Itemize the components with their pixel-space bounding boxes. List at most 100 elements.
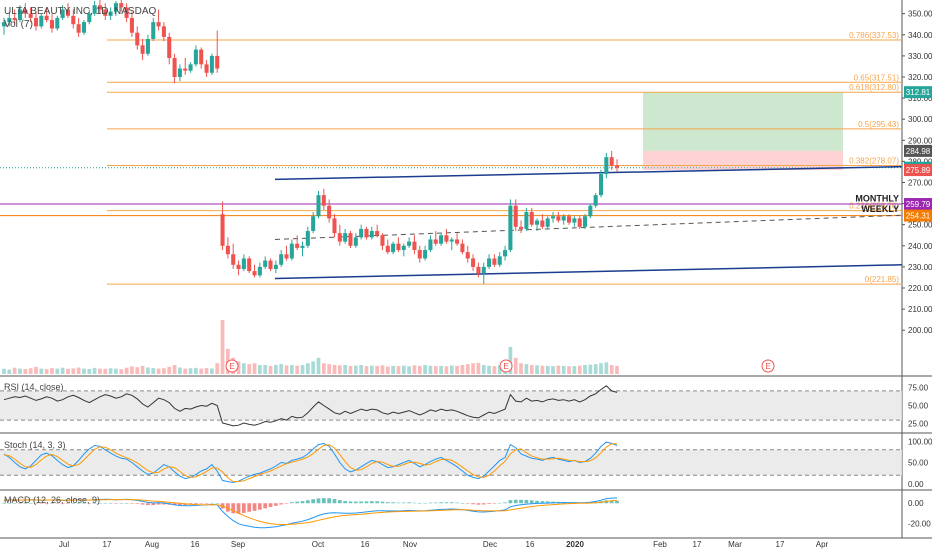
candle-body <box>17 9 23 21</box>
macd-histogram-bar <box>332 499 337 504</box>
candle-body <box>375 231 380 236</box>
macd-histogram-bar <box>108 503 113 504</box>
y-tick-label: 220.00 <box>908 284 932 293</box>
macd-histogram-bar <box>513 499 518 504</box>
volume-bar <box>311 361 316 374</box>
volume-bar <box>529 365 534 374</box>
volume-bar <box>583 365 587 374</box>
price-tag-label: 312.81 <box>906 88 931 97</box>
macd-histogram-bar <box>194 503 198 505</box>
volume-bar <box>332 365 337 374</box>
macd-histogram-bar <box>7 503 12 504</box>
candle-body <box>305 231 310 246</box>
volume-bar <box>242 363 246 374</box>
candle-body <box>577 218 582 227</box>
volume-bar <box>348 365 353 374</box>
macd-histogram-bar <box>391 502 395 504</box>
candle-body <box>503 250 508 257</box>
candle-body <box>236 264 241 270</box>
macd-histogram-bar <box>465 503 470 504</box>
volume-bar <box>577 365 582 374</box>
macd-histogram-bar <box>2 503 6 504</box>
volume-bar <box>60 367 65 374</box>
candle-body <box>23 9 28 14</box>
volume-bar <box>449 365 454 374</box>
candle-body <box>391 243 396 253</box>
volume-bar <box>588 364 593 374</box>
candle-body <box>609 157 614 166</box>
candle-body <box>204 64 209 73</box>
candle-body <box>279 254 284 265</box>
candle-body <box>444 235 449 242</box>
volume-bar <box>220 320 225 374</box>
volume-label: Vol (7) <box>4 19 33 30</box>
macd-histogram-bar <box>39 503 44 504</box>
volume-bar <box>210 368 214 374</box>
y-tick-label: 300.00 <box>908 115 932 124</box>
channel-upper-line <box>274 165 903 181</box>
candle-body <box>535 220 540 225</box>
macd-histogram-bar <box>407 502 411 504</box>
x-tick-label: 16 <box>361 540 370 549</box>
candle-body <box>284 254 289 259</box>
volume-bar <box>615 365 619 374</box>
volume-bar <box>76 367 81 374</box>
y-tick-label: 250.00 <box>908 221 932 230</box>
volume-bar <box>353 365 358 374</box>
stop-zone <box>643 150 843 171</box>
candle-body <box>321 195 326 206</box>
candle-body <box>33 17 39 27</box>
candle-body <box>476 266 481 274</box>
macd-histogram-bar <box>428 502 433 504</box>
price-tag <box>904 198 932 211</box>
candle-body <box>273 264 278 270</box>
macd-histogram-bar <box>279 503 284 505</box>
candle-body <box>193 49 198 65</box>
volume-bar <box>124 367 129 374</box>
candle-body <box>172 58 177 77</box>
fib-label: 0.382(278.07) <box>849 156 899 165</box>
candle-body <box>412 241 417 251</box>
candle-body <box>380 235 385 246</box>
candle-body <box>247 258 252 272</box>
y-tick-label: 330.00 <box>908 52 932 61</box>
volume-bar <box>444 366 449 374</box>
macd-histogram-bar <box>337 500 342 504</box>
candle-body <box>327 205 332 219</box>
candle-body <box>49 20 54 29</box>
macd-histogram-bar <box>284 503 289 504</box>
macd-histogram-bar <box>210 502 214 504</box>
candle-body <box>263 260 268 267</box>
macd-histogram-bar <box>487 503 491 504</box>
level-annotation: MONTHLY <box>855 193 899 203</box>
earnings-marker <box>225 359 239 373</box>
macd-histogram-bar <box>375 501 379 504</box>
macd-histogram-bar <box>295 501 300 504</box>
macd-histogram-bar <box>316 498 321 504</box>
candle-body <box>76 24 81 33</box>
volume-bar <box>604 362 609 374</box>
volume-bar <box>316 357 321 374</box>
candle-body <box>65 9 70 16</box>
volume-bar <box>273 365 278 374</box>
macd-histogram-bar <box>140 503 145 505</box>
x-tick-label: 16 <box>526 540 535 549</box>
macd-histogram-bar <box>146 503 150 506</box>
macd-histogram-bar <box>162 503 166 505</box>
macd-histogram-bar <box>401 502 406 504</box>
candle-body <box>87 13 92 23</box>
volume-bar <box>151 368 156 374</box>
volume-bar <box>487 365 491 374</box>
rsi-pane: 75.00 50.00 25.00 <box>0 383 929 429</box>
candle-body <box>614 165 620 168</box>
macd-histogram-bar <box>321 498 326 504</box>
volume-bar <box>12 367 17 374</box>
candle-body <box>598 174 604 196</box>
time-axis: Jul 17 Aug 16 Sep Oct 16 Nov Dec 16 2020 Feb 17 Mar 17… <box>59 540 829 549</box>
candle-body <box>348 233 353 246</box>
volume-bar <box>289 365 294 374</box>
volume-bar <box>497 365 502 374</box>
candle-body <box>1 22 7 27</box>
volume-bar <box>439 365 443 374</box>
y-tick-label: 320.00 <box>908 73 932 82</box>
